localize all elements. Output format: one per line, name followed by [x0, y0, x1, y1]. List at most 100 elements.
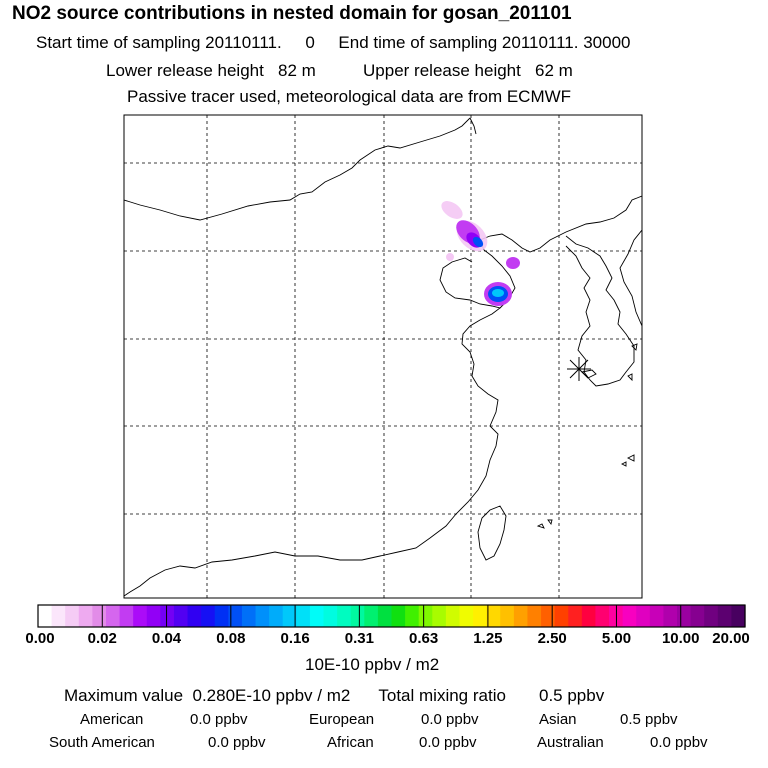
region-australian-name: Australian — [537, 734, 604, 751]
colorbar-cell — [350, 605, 365, 627]
colorbar-separators — [101, 605, 682, 627]
colorbar-cell — [214, 605, 229, 627]
colorbar-cell — [160, 605, 175, 627]
tracer-plume — [441, 201, 520, 306]
region-european-value: 0.0 ppbv — [421, 711, 479, 728]
release-heights: Lower release height 82 m Upper release … — [106, 62, 573, 79]
colorbar-cell — [323, 605, 338, 627]
colorbar-cell — [445, 605, 461, 627]
colorbar-cell — [65, 605, 80, 627]
bohai-coast — [124, 257, 502, 597]
colorbar-cell — [78, 605, 93, 627]
colorbar-cell — [38, 605, 53, 627]
colorbar-cell — [622, 605, 637, 627]
colorbar-cell — [92, 605, 107, 627]
colorbar-tick-label: 0.16 — [280, 630, 310, 647]
colorbar-tick-label: 1.25 — [473, 630, 503, 647]
ryukyu-islet-1 — [627, 373, 633, 382]
plume-mid-east — [506, 257, 520, 269]
colorbar-cell — [255, 605, 270, 627]
colorbar-cell — [541, 605, 556, 627]
colorbar-cell — [513, 605, 529, 627]
colorbar-cell — [486, 605, 501, 627]
colorbar-tick-label: 20.00 — [712, 630, 750, 647]
colorbar-cell — [554, 605, 569, 627]
region-european-name: European — [309, 711, 375, 728]
colorbar-cell — [568, 605, 583, 627]
plume-core-main — [472, 236, 484, 248]
colorbar-frame — [37, 604, 746, 628]
liaodong-coast — [479, 195, 642, 309]
plot-title: NO2 source contributions in nested domai… — [12, 3, 572, 24]
colorbar-cell — [717, 605, 733, 627]
manchuria-border — [469, 117, 477, 135]
region-asian-value: 0.5 ppbv — [620, 711, 678, 728]
korea-coast — [565, 235, 635, 387]
lower-release-label: Lower release height — [106, 61, 264, 80]
region-asian-name: Asian — [539, 711, 577, 728]
ryukyu-islet-2 — [631, 343, 638, 351]
colorbar-cell — [636, 605, 651, 627]
colorbar-tick-label: 0.02 — [87, 630, 117, 647]
max-total-row: Maximum value 0.280E-10 ppbv / m2 Total … — [64, 687, 604, 704]
colorbar-cell — [377, 605, 393, 627]
colorbar-cell — [581, 605, 597, 627]
ryukyu-islet-4 — [620, 461, 627, 467]
colorbar-cell — [173, 605, 189, 627]
colorbar-tick-label: 0.31 — [344, 630, 374, 647]
colorbar-cell — [187, 605, 202, 627]
max-label: Maximum value — [64, 686, 184, 705]
small-islet — [547, 519, 553, 526]
colorbar-cell — [391, 605, 406, 627]
colorbar-cell — [663, 605, 678, 627]
colorbar-cell — [309, 605, 325, 627]
sampling-end-label: End time of sampling — [338, 33, 498, 52]
sampling-start-label: Start time of sampling — [36, 33, 201, 52]
coastlines — [124, 117, 642, 597]
upper-release-value: 62 m — [535, 61, 573, 80]
colorbar-cell — [282, 605, 297, 627]
map-frame — [123, 114, 643, 599]
colorbar-cell — [241, 605, 257, 627]
colorbar-tick-label: 5.00 — [601, 630, 632, 647]
taiwan-outline — [477, 505, 507, 561]
sampling-start-value: 20110111. 0 — [205, 33, 315, 52]
penghu-islet — [536, 523, 545, 529]
upper-release-label: Upper release height — [363, 61, 521, 80]
colorbar-unit: 10E-10 ppbv / m2 — [305, 655, 440, 674]
colorbar-cell — [105, 605, 121, 627]
plume-outer-north — [441, 201, 463, 219]
colorbar-cell — [459, 605, 474, 627]
colorbar-cell — [500, 605, 515, 627]
lat-lon-grid — [124, 115, 642, 598]
colorbar-cell — [337, 605, 352, 627]
region-american-value: 0.0 ppbv — [190, 711, 248, 728]
colorbar-tick-label: 0.04 — [151, 630, 182, 647]
total-label: Total mixing ratio — [378, 686, 506, 705]
lower-release-value: 82 m — [278, 61, 316, 80]
plume-peak-south — [492, 289, 504, 297]
plume-outer-west — [446, 253, 454, 261]
colorbar-tick-label: 0.08 — [216, 630, 246, 647]
colorbar-cell — [418, 605, 433, 627]
colorbar-cell — [133, 605, 148, 627]
colorbar-cell — [405, 605, 420, 627]
region-african-name: African — [327, 734, 374, 751]
colorbar-tick-label: 0.00 — [25, 630, 55, 647]
northern-border — [124, 117, 471, 221]
colorbar-cell — [677, 605, 692, 627]
colorbar-cell — [51, 605, 66, 627]
colorbar-tick-label: 2.50 — [537, 630, 567, 647]
colorbar-cell — [146, 605, 161, 627]
receptor-asterisk-marker — [567, 357, 591, 381]
region-south-american-value: 0.0 ppbv — [208, 734, 266, 751]
colorbar-cell — [649, 605, 665, 627]
colorbar-cell — [595, 605, 610, 627]
korea-east-coast — [619, 229, 642, 327]
colorbar-cell — [269, 605, 284, 627]
max-value: 0.280E-10 ppbv / m2 — [192, 686, 351, 705]
region-american-name: American — [80, 711, 144, 728]
colorbar-cell — [228, 605, 243, 627]
